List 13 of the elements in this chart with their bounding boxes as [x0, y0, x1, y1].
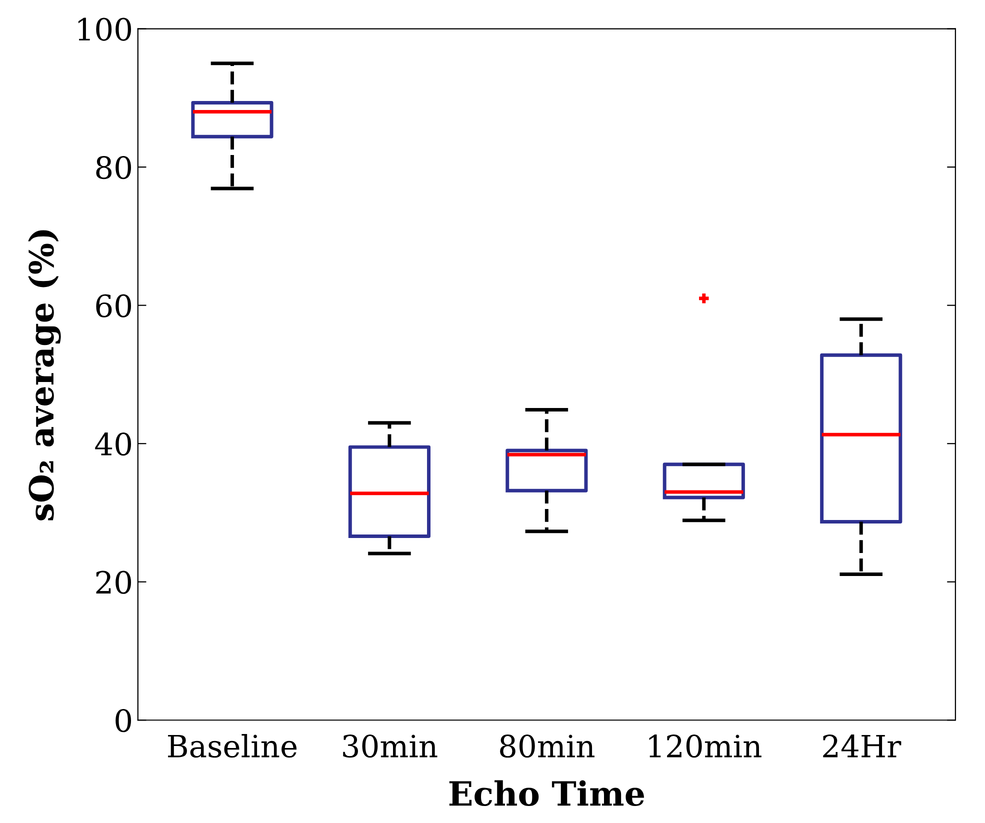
x-tick-label: 30min — [343, 734, 438, 758]
y-tick-label: 60 — [96, 294, 132, 318]
x-tick-label: 24Hr — [823, 734, 902, 758]
y-axis-title: sO₂ average (%) — [28, 230, 61, 520]
x-tick-label: Baseline — [168, 734, 297, 758]
y-tick-label: 40 — [95, 432, 132, 456]
y-tick-label: 100 — [78, 18, 132, 41]
x-tick-label: 80min — [500, 734, 594, 758]
y-tick-label: 80 — [96, 156, 132, 180]
x-axis-title: Echo Time — [449, 780, 644, 806]
y-tick-label: 0 — [116, 709, 132, 732]
x-tick-label: 120min — [649, 734, 762, 758]
y-tick-label: 20 — [96, 570, 132, 594]
